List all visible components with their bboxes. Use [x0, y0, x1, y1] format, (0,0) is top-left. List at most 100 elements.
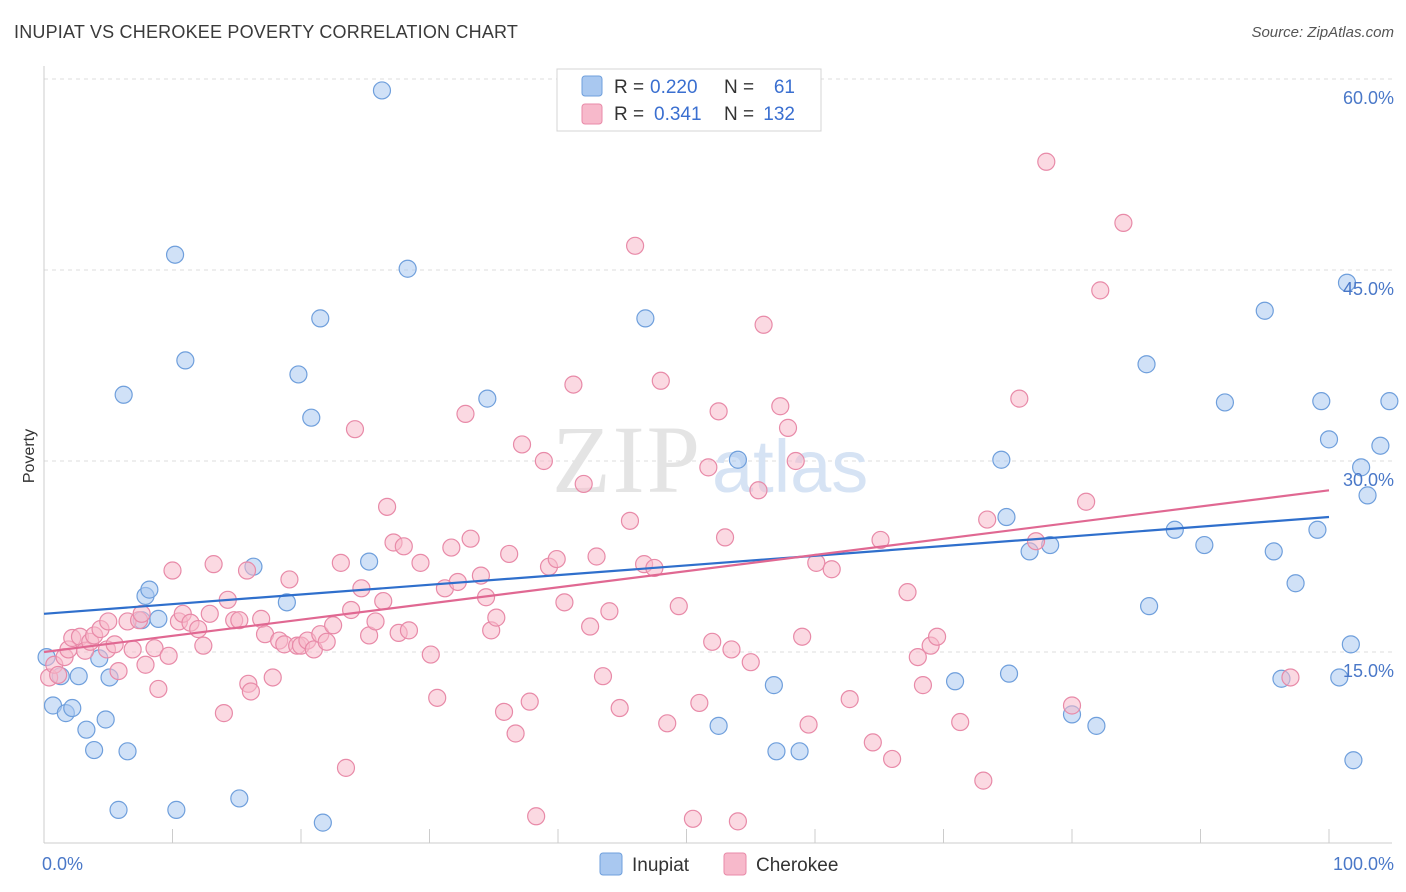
inupiat-point — [1337, 273, 1357, 292]
legend-r-value-inupiat: 0.220 — [650, 77, 698, 98]
cherokee-point — [715, 528, 735, 547]
grid-lines — [44, 78, 1392, 653]
source-label: Source: ZipAtlas.com — [1251, 24, 1394, 41]
inupiat-point — [999, 664, 1019, 683]
inupiat-point — [63, 698, 82, 718]
cherokee-point — [411, 553, 430, 572]
inupiat-trend-line — [43, 515, 1330, 615]
cherokee-point — [336, 758, 356, 777]
inupiat-point — [1308, 520, 1327, 539]
cherokee-point — [951, 712, 970, 732]
cherokee-point — [822, 560, 841, 579]
cherokee-point — [123, 640, 142, 659]
chart-title: INUPIAT VS CHEROKEE POVERTY CORRELATION … — [14, 22, 519, 42]
inupiat-point — [140, 580, 159, 599]
cherokee-point — [728, 812, 748, 831]
cherokee-point — [345, 420, 365, 439]
inupiat-point — [1312, 392, 1331, 411]
inupiat-point — [1341, 635, 1360, 654]
inupiat-point — [313, 813, 332, 832]
cherokee-point — [189, 619, 208, 639]
cherokee-point — [669, 597, 688, 616]
bottom-legend-swatch-cherokee — [723, 852, 747, 876]
bottom-legend-label-inupiat: Inupiat — [632, 855, 690, 876]
inupiat-point — [149, 609, 168, 628]
inupiat-point — [709, 716, 728, 735]
cherokee-point — [506, 724, 525, 743]
x-tick-marks — [43, 829, 1330, 843]
cherokee-point — [741, 653, 760, 672]
cherokee-point — [593, 667, 613, 686]
cherokee-point — [331, 553, 350, 572]
legend-n-value-inupiat: 61 — [774, 77, 795, 98]
bottom-legend-label-cherokee: Cherokee — [756, 855, 838, 876]
cherokee-point — [159, 646, 178, 665]
cherokee-point — [564, 375, 583, 394]
inupiat-point — [96, 710, 115, 729]
cherokee-point — [487, 608, 506, 627]
cherokee-point — [377, 497, 397, 516]
inupiat-point — [167, 800, 186, 819]
cherokee-point — [230, 611, 249, 630]
cherokee-point — [749, 481, 768, 500]
cherokee-point — [194, 636, 213, 655]
inupiat-point — [1139, 597, 1159, 616]
cherokee-point — [214, 704, 233, 723]
cherokee-point — [927, 627, 947, 646]
cherokee-point — [625, 236, 645, 255]
cherokee-point — [200, 604, 219, 623]
inupiat-point — [790, 742, 809, 761]
cherokee-point — [241, 682, 260, 701]
legend-n-label-inupiat: N = — [724, 77, 754, 98]
inupiat-point — [1195, 535, 1214, 555]
cherokee-point — [882, 749, 902, 769]
cherokee-point — [786, 451, 805, 471]
inupiat-point — [176, 351, 195, 370]
inupiat-point — [1137, 355, 1156, 374]
inupiat-point — [372, 81, 392, 100]
inupiat-point — [109, 800, 128, 819]
cherokee-point — [709, 402, 728, 421]
cherokee-point — [352, 579, 371, 598]
cherokee-point — [722, 640, 741, 659]
inupiat-point — [1319, 430, 1339, 449]
cherokee-point — [520, 692, 539, 711]
cherokee-point — [778, 418, 798, 437]
inupiat-point — [311, 309, 330, 328]
cherokee-point — [699, 458, 718, 477]
inupiat-point — [85, 740, 104, 760]
cherokee-point — [534, 451, 553, 471]
cherokee-point — [1037, 152, 1056, 171]
cherokee-point — [1114, 213, 1133, 232]
cherokee-point — [494, 702, 514, 721]
inupiat-point — [1358, 486, 1377, 505]
inupiat-point — [1352, 458, 1371, 477]
cherokee-point — [204, 555, 223, 574]
inupiat-point — [728, 450, 748, 469]
cherokee-point — [1062, 696, 1082, 715]
cherokee-point — [456, 404, 475, 423]
y-tick-label: 15.0% — [1343, 661, 1394, 681]
cherokee-point — [145, 639, 164, 658]
cherokee-point — [149, 679, 168, 699]
cherokee-point — [913, 676, 933, 695]
cherokee-point — [658, 714, 677, 733]
cherokee-point — [547, 549, 566, 569]
cherokee-point — [1010, 389, 1029, 408]
cherokee-point — [1077, 492, 1096, 511]
cherokee-point — [574, 474, 593, 494]
cherokee-points — [40, 152, 1300, 831]
cherokee-point — [324, 616, 343, 635]
stats-legend: R = 0.220 N = 61 R = 0.341 N = 132 — [556, 68, 822, 132]
y-tick-labels: 15.0% 30.0% 45.0% 60.0% — [1343, 88, 1394, 681]
cherokee-point — [555, 593, 574, 612]
legend-n-value-cherokee: 132 — [763, 104, 795, 125]
cherokee-point — [500, 544, 519, 564]
x-tick-label-min: 0.0% — [42, 854, 83, 874]
cherokee-point — [683, 809, 703, 828]
cherokee-point — [703, 632, 722, 651]
x-tick-label-max: 100.0% — [1333, 854, 1394, 874]
watermark-zip: ZIP — [552, 406, 702, 513]
cherokee-point — [99, 612, 118, 631]
cherokee-point — [863, 733, 882, 752]
